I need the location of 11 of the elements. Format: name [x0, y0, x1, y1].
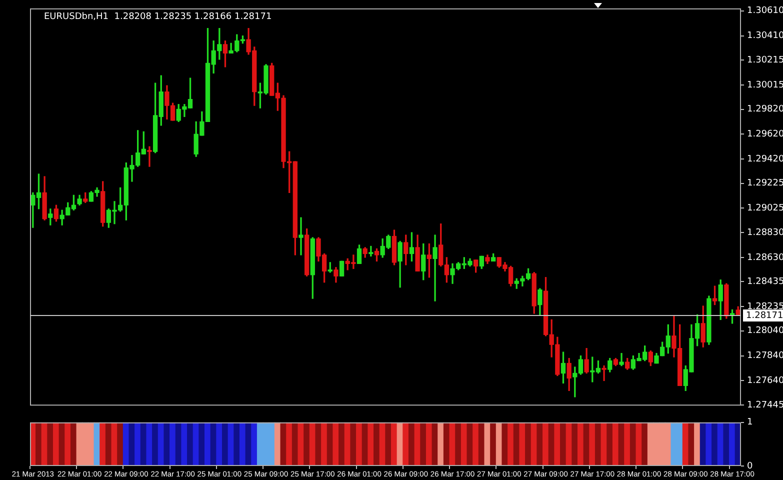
y-tick-label: 1.30015: [747, 80, 783, 90]
y-tick-label: 1.28235: [747, 302, 783, 312]
y-tick-label: 1.28435: [747, 277, 783, 288]
y-tick-label: 1: [747, 418, 753, 428]
y-tick-label: 1.30215: [747, 55, 783, 66]
y-tick-label: 0: [747, 461, 753, 472]
y-tick-label: 1.29225: [747, 178, 783, 189]
y-tick-label: 1.27445: [747, 400, 783, 410]
ref-line-label: 1.28171: [746, 310, 783, 321]
chart-title: EURUSDbn,H1 1.28208 1.28235 1.28166 1.28171: [44, 12, 272, 22]
y-tick-label: 1.29025: [747, 204, 783, 214]
